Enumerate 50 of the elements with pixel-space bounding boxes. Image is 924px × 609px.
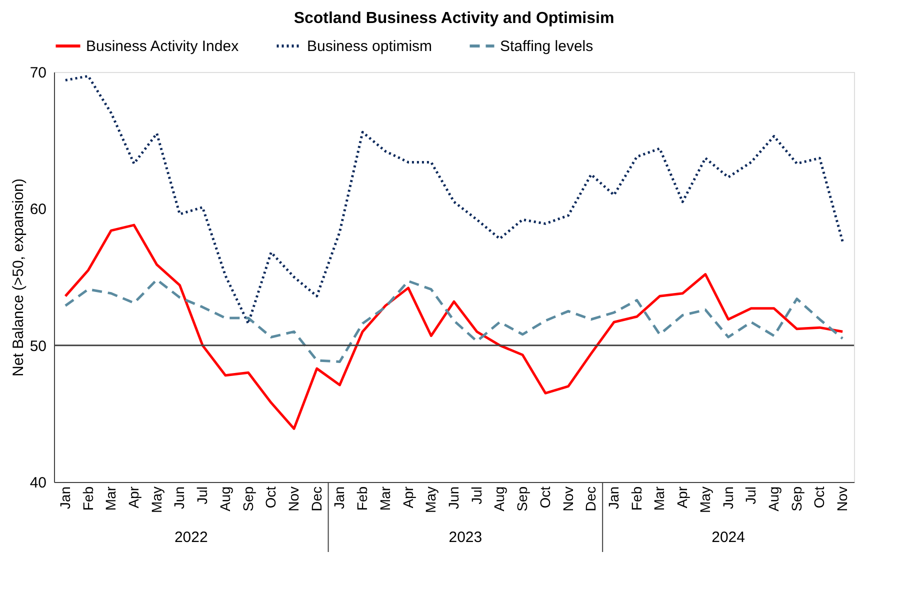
x-tick-label: Dec xyxy=(582,486,599,512)
x-tick-label: Nov xyxy=(560,486,576,512)
x-tick-label: Aug xyxy=(491,486,508,512)
y-tick-label: 40 xyxy=(30,474,46,492)
text: 2024 xyxy=(712,529,745,546)
x-tick-label: Aug xyxy=(766,486,782,512)
text: 2023 xyxy=(448,529,482,546)
x-tick-label: Jan xyxy=(606,486,622,510)
x-tick-label: Jun xyxy=(171,486,188,510)
line-series xyxy=(64,278,844,363)
legend-label: Staffing levels xyxy=(500,38,594,55)
x-tick-label: Aug xyxy=(216,486,233,512)
x-tick-label: Oct xyxy=(811,486,828,508)
x-tick-label: Apr xyxy=(400,486,416,508)
x-tick-label: Feb xyxy=(80,486,96,511)
line-series xyxy=(64,224,844,430)
x-tick-label: Nov xyxy=(286,486,302,512)
x-tick-label: Mar xyxy=(376,486,393,511)
x-tick-label: Jan xyxy=(56,486,73,510)
x-tick-label: Jul xyxy=(194,486,210,504)
y-tick-label: 50 xyxy=(30,338,46,355)
y-axis-title: Net Balance (>50, expansion) xyxy=(10,178,27,377)
x-tick-label: Oct xyxy=(536,486,553,508)
x-tick-label: Feb xyxy=(354,486,370,511)
text: 2022 xyxy=(174,529,208,546)
x-tick-label: May xyxy=(696,486,713,513)
chart-title: Scotland Business Activity and Optimisim xyxy=(294,10,614,27)
x-tick-label: Jul xyxy=(468,486,484,504)
x-tick-label: Apr xyxy=(126,486,142,508)
legend-label: Business Activity Index xyxy=(86,38,240,55)
x-tick-label: Jul xyxy=(742,486,759,504)
x-tick-label: Jun xyxy=(720,486,736,510)
x-tick-label: Mar xyxy=(651,486,668,511)
line-series xyxy=(64,74,844,325)
x-tick-label: Sep xyxy=(514,486,530,512)
x-tick-label: May xyxy=(422,486,439,513)
x-tick-label: Mar xyxy=(102,486,119,511)
x-tick-label: May xyxy=(148,486,164,513)
x-tick-label: Jun xyxy=(446,486,462,510)
x-tick-label: Feb xyxy=(628,486,644,511)
x-tick-label: Apr xyxy=(674,486,690,508)
x-tick-label: Jan xyxy=(331,486,348,510)
x-tick-label: Sep xyxy=(240,486,256,512)
legend-label: Business optimism xyxy=(307,38,432,55)
x-tick-label: Nov xyxy=(834,486,850,512)
x-tick-label: Oct xyxy=(262,486,279,508)
y-tick-label: 60 xyxy=(30,201,46,218)
y-tick-label: 70 xyxy=(30,64,46,82)
x-tick-label: Dec xyxy=(308,486,324,512)
x-tick-label: Sep xyxy=(788,486,804,512)
